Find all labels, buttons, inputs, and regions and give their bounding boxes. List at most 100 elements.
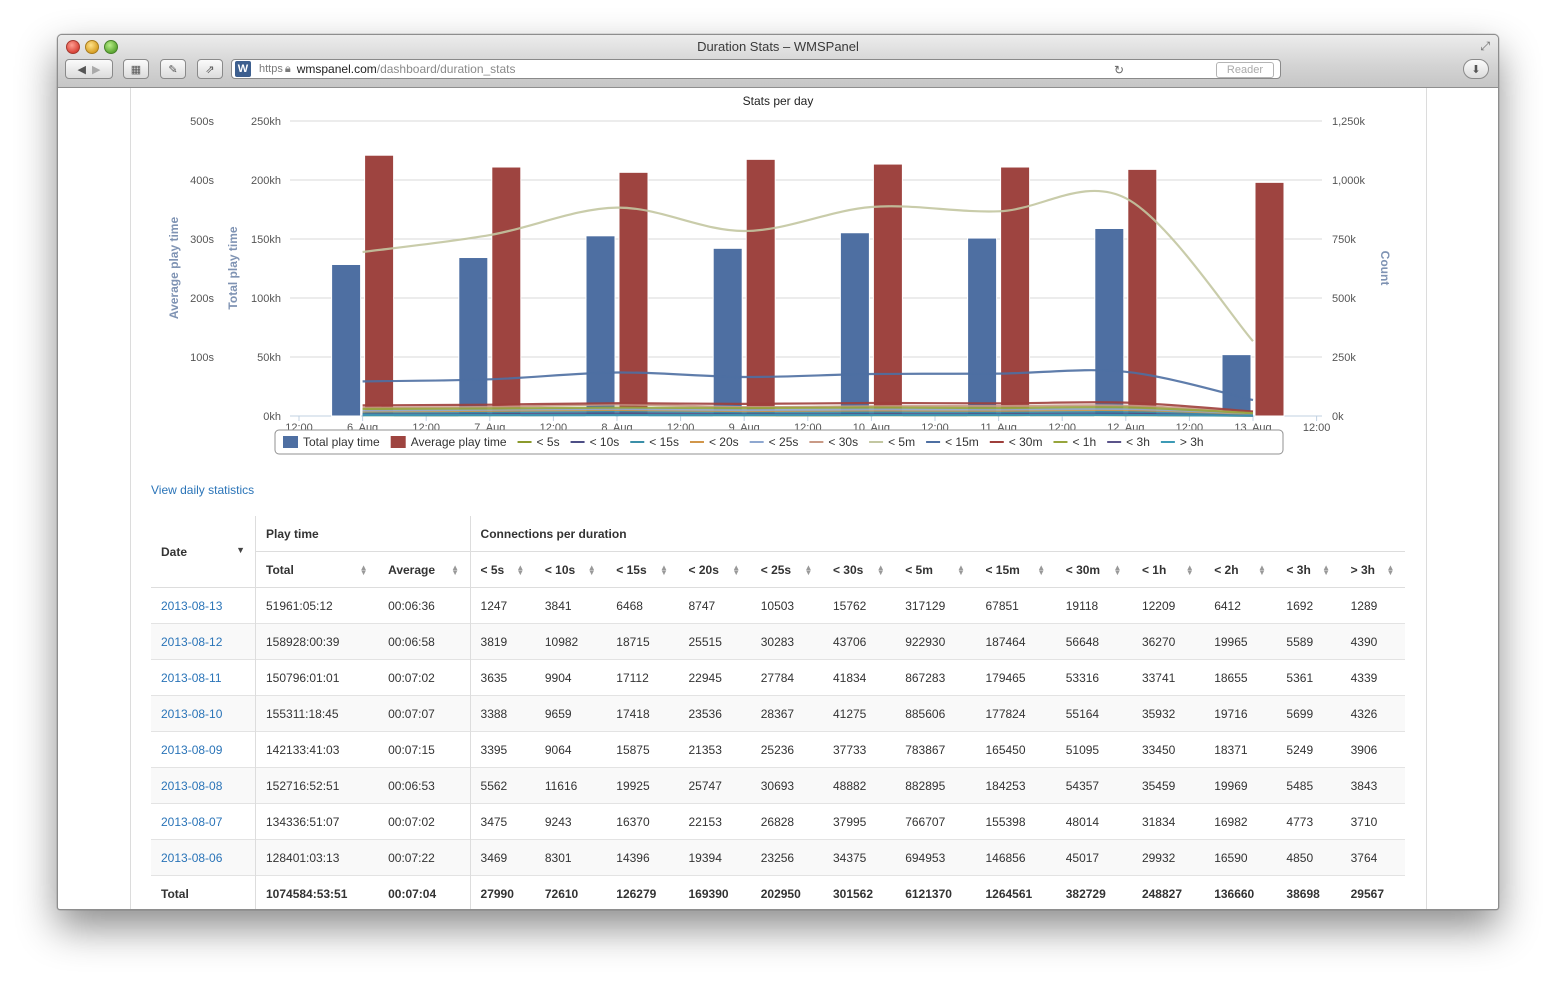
legend-label[interactable]: < 3h: [1126, 435, 1150, 449]
date-link[interactable]: 2013-08-12: [151, 623, 256, 660]
table-cell: 783867: [895, 731, 976, 768]
view-daily-statistics-link[interactable]: View daily statistics: [151, 483, 255, 497]
date-link[interactable]: 2013-08-13: [151, 587, 256, 624]
average-play-time-bar: [1000, 166, 1031, 417]
column-header-0[interactable]: Total ▲▼: [255, 551, 379, 588]
table-cell: 5249: [1276, 731, 1341, 768]
table-cell: 55164: [1055, 695, 1132, 732]
date-link[interactable]: 2013-08-06: [151, 839, 256, 876]
reload-icon[interactable]: ↻: [1113, 63, 1124, 77]
sort-icon: ▲▼: [1321, 562, 1331, 573]
reader-button[interactable]: Reader: [1215, 62, 1274, 78]
table-cell: 33450: [1131, 731, 1205, 768]
total-play-time-bar: [1221, 354, 1252, 417]
legend-label[interactable]: < 15m: [945, 435, 979, 449]
total-play-time-bar: [839, 232, 870, 417]
table-cell: 56648: [1055, 623, 1132, 660]
table-cell: 48014: [1055, 803, 1132, 840]
fullscreen-icon[interactable]: ⤢: [1480, 39, 1490, 53]
legend-label[interactable]: > 3h: [1180, 435, 1204, 449]
legend-label[interactable]: < 5s: [537, 435, 560, 449]
settings-button[interactable]: ✎: [160, 59, 186, 79]
table-cell: 134336:51:07: [255, 803, 379, 840]
table-cell: 3841: [534, 587, 607, 624]
table-cell: 5485: [1276, 767, 1341, 804]
table-cell: 37995: [822, 803, 896, 840]
column-header-7[interactable]: < 30s ▲▼: [822, 551, 896, 588]
column-header-10[interactable]: < 30m ▲▼: [1055, 551, 1132, 588]
table-cell: 35932: [1131, 695, 1205, 732]
column-header-5[interactable]: < 20s ▲▼: [678, 551, 751, 588]
table-cell: 29567: [1340, 875, 1405, 909]
minimize-window-button[interactable]: [85, 40, 99, 54]
tab-overview-button[interactable]: ▦: [123, 59, 149, 79]
y-right-tick: 750k: [1332, 234, 1356, 246]
column-header-14[interactable]: > 3h ▲▼: [1340, 551, 1405, 588]
forward-icon[interactable]: ▶: [92, 63, 101, 76]
table-cell: 33741: [1131, 659, 1205, 696]
sort-icon: ▲▼: [359, 562, 369, 573]
column-header-label: < 20s: [688, 562, 719, 577]
table-cell: 26828: [750, 803, 823, 840]
table-cell: 18655: [1204, 659, 1277, 696]
date-link[interactable]: 2013-08-07: [151, 803, 256, 840]
column-header-2[interactable]: < 5s ▲▼: [469, 551, 535, 588]
legend-label[interactable]: < 25s: [769, 435, 799, 449]
column-header-label: < 5m: [905, 562, 933, 577]
date-link[interactable]: 2013-08-11: [151, 659, 256, 696]
https-indicator: https: [259, 63, 283, 75]
table-cell: 67851: [975, 587, 1056, 624]
legend-label[interactable]: < 1h: [1072, 435, 1096, 449]
date-link[interactable]: 2013-08-08: [151, 767, 256, 804]
column-header-8[interactable]: < 5m ▲▼: [895, 551, 976, 588]
address-bar[interactable]: W https 🔒︎ wmspanel.com/dashboard/durati…: [231, 59, 1281, 79]
date-link[interactable]: 2013-08-09: [151, 731, 256, 768]
back-icon[interactable]: ◀: [77, 63, 86, 76]
legend-label[interactable]: Average play time: [411, 435, 507, 449]
average-play-time-bar: [364, 154, 395, 417]
legend-label[interactable]: < 30m: [1009, 435, 1043, 449]
legend-label[interactable]: < 30s: [828, 435, 858, 449]
legend-swatch: [390, 436, 406, 448]
legend-label[interactable]: < 20s: [709, 435, 739, 449]
legend-label[interactable]: < 15s: [649, 435, 679, 449]
table-cell: 31834: [1131, 803, 1205, 840]
table-cell: 25515: [678, 623, 751, 660]
column-header-1[interactable]: Average ▲▼: [378, 551, 471, 588]
table-cell: 187464: [975, 623, 1056, 660]
downloads-button[interactable]: ⬇: [1463, 59, 1489, 79]
table-cell: 5562: [469, 767, 535, 804]
date-column-header[interactable]: Date ▼: [151, 516, 256, 588]
table-cell: 15762: [822, 587, 896, 624]
average-play-time-bar: [872, 163, 903, 417]
date-link[interactable]: 2013-08-10: [151, 695, 256, 732]
table-cell: 29932: [1131, 839, 1205, 876]
column-header-3[interactable]: < 10s ▲▼: [534, 551, 607, 588]
y-left1-tick: 500s: [190, 116, 214, 128]
column-header-6[interactable]: < 25s ▲▼: [750, 551, 823, 588]
column-header-label: < 2h: [1214, 562, 1239, 577]
legend-label[interactable]: < 10s: [590, 435, 620, 449]
total-play-time-bar: [585, 235, 616, 417]
share-button[interactable]: ⇗: [197, 59, 223, 79]
table-cell: 12209: [1131, 587, 1205, 624]
table-cell: 18715: [606, 623, 679, 660]
column-header-11[interactable]: < 1h ▲▼: [1131, 551, 1205, 588]
back-forward-buttons[interactable]: ◀ ▶: [65, 59, 113, 79]
close-window-button[interactable]: [66, 40, 80, 54]
table-cell: 317129: [895, 587, 976, 624]
table-cell: 184253: [975, 767, 1056, 804]
table-cell: 146856: [975, 839, 1056, 876]
table-cell: 3710: [1340, 803, 1405, 840]
browser-window: Duration Stats – WMSPanel ⤢ ◀ ▶ ▦ ✎ ⇗ W h…: [57, 34, 1499, 910]
average-play-time-bar: [1127, 168, 1158, 417]
legend-label[interactable]: < 5m: [888, 435, 915, 449]
column-header-13[interactable]: < 3h ▲▼: [1276, 551, 1341, 588]
column-header-4[interactable]: < 15s ▲▼: [606, 551, 679, 588]
legend-label[interactable]: Total play time: [303, 435, 380, 449]
zoom-window-button[interactable]: [104, 40, 118, 54]
table-cell: 28367: [750, 695, 823, 732]
column-header-9[interactable]: < 15m ▲▼: [975, 551, 1056, 588]
table-cell: 18371: [1204, 731, 1277, 768]
column-header-12[interactable]: < 2h ▲▼: [1204, 551, 1277, 588]
